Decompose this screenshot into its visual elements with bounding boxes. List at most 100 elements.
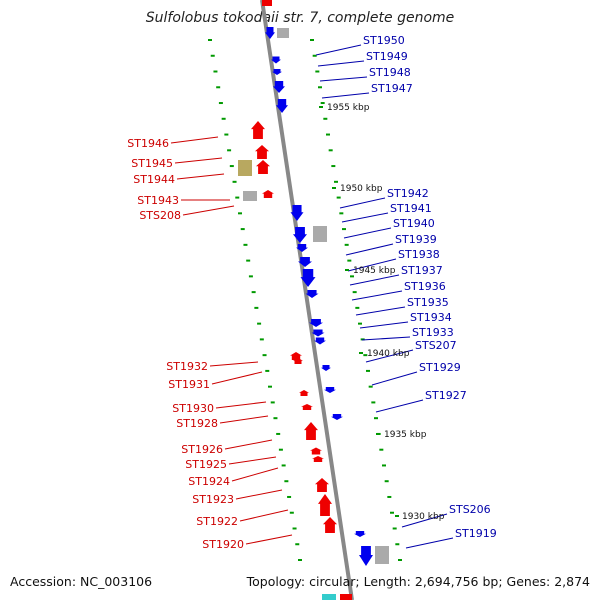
gene-arrow-minus [251, 121, 265, 139]
label-leader-minus [228, 456, 277, 465]
gene-arrow-minus [318, 494, 332, 516]
label-leader-plus [355, 306, 406, 316]
backbone-bottom-feature-cyan [322, 594, 336, 600]
gene-arrow-plus [290, 205, 304, 221]
gene-arrow-plus [309, 319, 323, 327]
gene-feature-other [243, 191, 257, 201]
scale-label: 1945 kbp [353, 266, 396, 276]
accession-text: Accession: NC_003106 [10, 574, 152, 589]
label-leader-plus [339, 197, 386, 209]
label-leader-minus [182, 205, 235, 216]
label-leader-minus [215, 401, 267, 409]
gene-label-minus: ST1924 [188, 475, 230, 488]
gene-label-plus: ST1919 [455, 527, 497, 540]
scale-labels: 1955 kbp 1950 kbp 1945 kbp 1940 kbp 1935 kbp… [319, 103, 445, 522]
gene-label-plus: ST1949 [366, 50, 408, 63]
scale-label: 1935 kbp [384, 430, 427, 440]
label-leader-plus [401, 513, 448, 528]
tick-rows [208, 39, 402, 561]
gene-label-plus: ST1940 [393, 217, 435, 230]
gene-label-plus: ST1947 [371, 82, 413, 95]
label-leader-plus [361, 336, 411, 341]
label-leader-minus [235, 489, 283, 500]
gene-label-minus: ST1944 [133, 173, 175, 186]
gene-arrow-minus [262, 190, 274, 198]
gene-arrow-plus [265, 27, 275, 39]
gene-arrow-minus [256, 160, 270, 174]
gene-arrow-plus [298, 257, 312, 267]
gene-arrow-plus [314, 337, 326, 345]
scale-label: 1955 kbp [327, 103, 370, 113]
label-leader-plus [319, 76, 368, 82]
gene-arrow-minus [255, 145, 269, 159]
label-leader-plus [347, 258, 397, 272]
gene-label-plus: ST1938 [398, 248, 440, 261]
gene-label-minus: ST1928 [176, 417, 218, 430]
gene-arrow-plus [271, 56, 281, 64]
label-leader-plus [345, 243, 394, 256]
label-leader-minus [174, 157, 223, 164]
gene-label-plus: ST1934 [410, 311, 452, 324]
gene-label-plus: STS207 [415, 339, 457, 352]
gene-label-plus: ST1942 [387, 187, 429, 200]
label-leader-minus [170, 136, 219, 144]
gene-label-plus: ST1939 [395, 233, 437, 246]
label-leaders [170, 44, 454, 549]
label-leader-plus [321, 92, 370, 99]
label-leader-plus [341, 212, 389, 223]
label-leader-minus [245, 534, 293, 545]
label-leader-plus [359, 321, 409, 329]
gene-label-minus: ST1920 [202, 538, 244, 551]
label-leader-minus [211, 371, 263, 385]
label-leader-minus [224, 439, 273, 450]
gene-arrow-plus [359, 546, 373, 566]
gene-arrow-minus [301, 404, 313, 410]
gene-label-minus: ST1923 [192, 493, 234, 506]
label-leader-minus [176, 173, 225, 180]
gene-arrow-minus [310, 447, 322, 455]
gene-arrow-plus [311, 329, 325, 337]
gene-label-plus: ST1948 [369, 66, 411, 79]
gene-label-plus: ST1935 [407, 296, 449, 309]
gene-label-minus: ST1925 [185, 458, 227, 471]
label-leader-plus [315, 44, 362, 56]
gene-label-minus: ST1946 [127, 137, 169, 150]
gene-feature-other [375, 546, 389, 564]
gene-features [238, 27, 389, 566]
label-leader-plus [375, 399, 424, 413]
gene-arrow-minus [304, 422, 318, 440]
label-leader-plus [317, 60, 365, 67]
label-leader-minus [231, 467, 279, 482]
gene-label-plus: ST1929 [419, 361, 461, 374]
label-leader-minus [219, 415, 269, 424]
gene-label-minus: ST1943 [137, 194, 179, 207]
backbone-bottom-feature-red [340, 594, 352, 600]
gene-arrow-plus [305, 290, 319, 298]
gene-label-minus: ST1931 [168, 378, 210, 391]
label-leader-plus [351, 290, 403, 301]
gene-arrow-minus [315, 478, 329, 492]
gene-arrow-plus [331, 414, 343, 420]
gene-arrow-plus [324, 387, 336, 393]
gene-arrow-plus [276, 99, 288, 113]
label-leader-plus [365, 349, 414, 363]
gene-feature-other [313, 226, 327, 242]
gene-arrow-plus [296, 244, 308, 252]
gene-label-plus: ST1950 [363, 34, 405, 47]
gene-label-minus: ST1926 [181, 443, 223, 456]
gene-arrow-plus [321, 365, 331, 371]
genome-summary-text: Topology: circular; Length: 2,694,756 bp… [246, 574, 590, 589]
gene-feature-pseudo [238, 160, 252, 176]
gene-arrow-plus [272, 69, 282, 75]
gene-label-minus: ST1930 [172, 402, 214, 415]
scale-label: 1930 kbp [402, 512, 445, 522]
map-title: Sulfolobus tokodaii str. 7, complete gen… [146, 10, 455, 26]
scale-label: 1950 kbp [340, 184, 383, 194]
label-leader-plus [371, 371, 418, 386]
gene-arrow-minus [323, 517, 337, 533]
gene-arrow-plus [354, 531, 366, 537]
gene-arrow-minus [290, 352, 302, 360]
backbone-top-feature [262, 0, 272, 6]
label-leader-minus [209, 361, 259, 367]
